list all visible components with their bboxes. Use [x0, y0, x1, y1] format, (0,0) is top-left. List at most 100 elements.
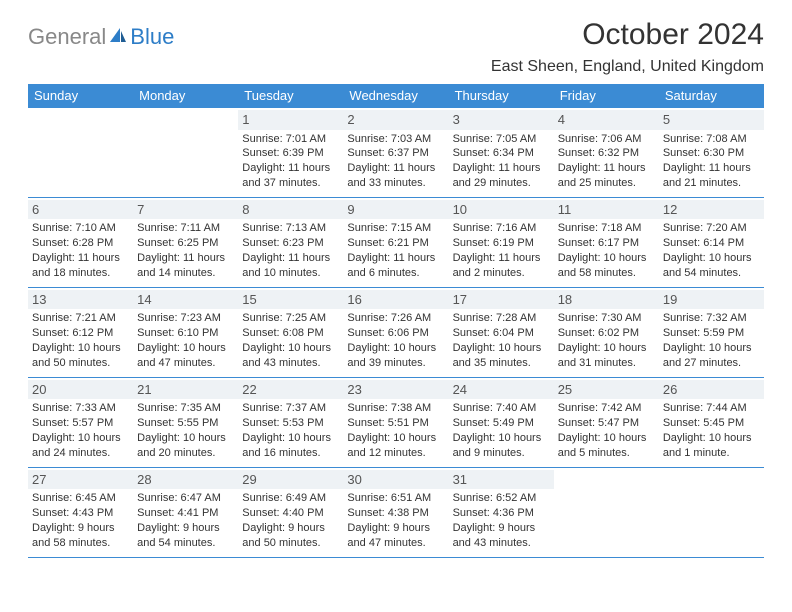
sunrise-text: Sunrise: 6:47 AM [137, 491, 234, 506]
calendar-cell: 25Sunrise: 7:42 AMSunset: 5:47 PMDayligh… [554, 377, 659, 467]
day-number: 31 [449, 470, 554, 490]
calendar-cell: 16Sunrise: 7:26 AMSunset: 6:06 PMDayligh… [343, 287, 448, 377]
daylight-text: Daylight: 11 hours [32, 251, 129, 266]
calendar-cell: 5 Sunrise: 7:08 AMSunset: 6:30 PMDaylight… [659, 108, 764, 198]
sunrise-text: Sunrise: 7:18 AM [558, 221, 655, 236]
daylight-text: and 54 minutes. [137, 536, 234, 551]
calendar-cell: 11Sunrise: 7:18 AMSunset: 6:17 PMDayligh… [554, 197, 659, 287]
day-number: 22 [238, 380, 343, 400]
daylight-text: Daylight: 11 hours [663, 161, 760, 176]
daylight-text: and 27 minutes. [663, 356, 760, 371]
daylight-text: and 50 minutes. [242, 536, 339, 551]
calendar-cell: 27Sunrise: 6:45 AMSunset: 4:43 PMDayligh… [28, 467, 133, 557]
sunrise-text: Sunrise: 7:37 AM [242, 401, 339, 416]
calendar-row: 20Sunrise: 7:33 AMSunset: 5:57 PMDayligh… [28, 377, 764, 467]
day-number: 23 [343, 380, 448, 400]
sunset-text: Sunset: 5:55 PM [137, 416, 234, 431]
sunrise-text: Sunrise: 6:52 AM [453, 491, 550, 506]
day-number: 28 [133, 470, 238, 490]
calendar-cell: 20Sunrise: 7:33 AMSunset: 5:57 PMDayligh… [28, 377, 133, 467]
sunset-text: Sunset: 4:41 PM [137, 506, 234, 521]
daylight-text: and 6 minutes. [347, 266, 444, 281]
daylight-text: Daylight: 10 hours [242, 431, 339, 446]
calendar-row: 27Sunrise: 6:45 AMSunset: 4:43 PMDayligh… [28, 467, 764, 557]
daylight-text: Daylight: 9 hours [137, 521, 234, 536]
daylight-text: Daylight: 9 hours [347, 521, 444, 536]
day-number: 2 [343, 110, 448, 130]
calendar-cell: 30Sunrise: 6:51 AMSunset: 4:38 PMDayligh… [343, 467, 448, 557]
calendar-cell: 7Sunrise: 7:11 AMSunset: 6:25 PMDaylight… [133, 197, 238, 287]
daylight-text: and 50 minutes. [32, 356, 129, 371]
daylight-text: and 43 minutes. [242, 356, 339, 371]
day-number: 20 [28, 380, 133, 400]
sunrise-text: Sunrise: 7:26 AM [347, 311, 444, 326]
day-number: 6 [28, 200, 133, 220]
sunset-text: Sunset: 4:40 PM [242, 506, 339, 521]
day-number: 1 [238, 110, 343, 130]
sunset-text: Sunset: 6:23 PM [242, 236, 339, 251]
header: General Blue October 2024 East Sheen, En… [28, 18, 764, 76]
daylight-text: and 25 minutes. [558, 176, 655, 191]
sunset-text: Sunset: 4:38 PM [347, 506, 444, 521]
sunset-text: Sunset: 6:34 PM [453, 146, 550, 161]
sunset-text: Sunset: 6:08 PM [242, 326, 339, 341]
month-title: October 2024 [491, 18, 764, 52]
calendar-row: 13Sunrise: 7:21 AMSunset: 6:12 PMDayligh… [28, 287, 764, 377]
sunset-text: Sunset: 5:59 PM [663, 326, 760, 341]
daylight-text: and 35 minutes. [453, 356, 550, 371]
daylight-text: Daylight: 10 hours [453, 431, 550, 446]
calendar-cell [28, 108, 133, 198]
sunset-text: Sunset: 5:57 PM [32, 416, 129, 431]
sunset-text: Sunset: 6:30 PM [663, 146, 760, 161]
sunrise-text: Sunrise: 7:30 AM [558, 311, 655, 326]
daylight-text: Daylight: 10 hours [32, 341, 129, 356]
day-number: 18 [554, 290, 659, 310]
daylight-text: and 9 minutes. [453, 446, 550, 461]
calendar-cell: 15Sunrise: 7:25 AMSunset: 6:08 PMDayligh… [238, 287, 343, 377]
day-number: 13 [28, 290, 133, 310]
sunset-text: Sunset: 5:45 PM [663, 416, 760, 431]
day-header: Friday [554, 84, 659, 108]
daylight-text: and 43 minutes. [453, 536, 550, 551]
sunset-text: Sunset: 6:21 PM [347, 236, 444, 251]
calendar-cell: 12Sunrise: 7:20 AMSunset: 6:14 PMDayligh… [659, 197, 764, 287]
sunrise-text: Sunrise: 7:15 AM [347, 221, 444, 236]
day-number: 27 [28, 470, 133, 490]
daylight-text: and 31 minutes. [558, 356, 655, 371]
day-number: 26 [659, 380, 764, 400]
sunset-text: Sunset: 6:02 PM [558, 326, 655, 341]
calendar-cell: 22Sunrise: 7:37 AMSunset: 5:53 PMDayligh… [238, 377, 343, 467]
daylight-text: and 20 minutes. [137, 446, 234, 461]
sunrise-text: Sunrise: 7:08 AM [663, 132, 760, 147]
sunset-text: Sunset: 6:04 PM [453, 326, 550, 341]
day-number: 10 [449, 200, 554, 220]
daylight-text: Daylight: 11 hours [558, 161, 655, 176]
daylight-text: Daylight: 11 hours [347, 251, 444, 266]
calendar-row: 6Sunrise: 7:10 AMSunset: 6:28 PMDaylight… [28, 197, 764, 287]
sunrise-text: Sunrise: 7:21 AM [32, 311, 129, 326]
sunrise-text: Sunrise: 6:45 AM [32, 491, 129, 506]
calendar-cell: 2Sunrise: 7:03 AMSunset: 6:37 PMDaylight… [343, 108, 448, 198]
daylight-text: Daylight: 11 hours [242, 251, 339, 266]
daylight-text: and 47 minutes. [137, 356, 234, 371]
daylight-text: and 18 minutes. [32, 266, 129, 281]
daylight-text: and 39 minutes. [347, 356, 444, 371]
day-header: Thursday [449, 84, 554, 108]
daylight-text: Daylight: 10 hours [558, 341, 655, 356]
calendar-cell: 19Sunrise: 7:32 AMSunset: 5:59 PMDayligh… [659, 287, 764, 377]
calendar-cell: 3Sunrise: 7:05 AMSunset: 6:34 PMDaylight… [449, 108, 554, 198]
sunset-text: Sunset: 6:06 PM [347, 326, 444, 341]
calendar-cell: 8Sunrise: 7:13 AMSunset: 6:23 PMDaylight… [238, 197, 343, 287]
sunrise-text: Sunrise: 7:13 AM [242, 221, 339, 236]
daylight-text: and 14 minutes. [137, 266, 234, 281]
day-number: 4 [554, 110, 659, 130]
day-number: 30 [343, 470, 448, 490]
day-header: Saturday [659, 84, 764, 108]
logo: General Blue [28, 18, 174, 50]
day-number: 5 [659, 110, 764, 130]
daylight-text: Daylight: 11 hours [347, 161, 444, 176]
sunset-text: Sunset: 5:53 PM [242, 416, 339, 431]
sunrise-text: Sunrise: 7:32 AM [663, 311, 760, 326]
daylight-text: Daylight: 10 hours [663, 251, 760, 266]
sunset-text: Sunset: 5:49 PM [453, 416, 550, 431]
